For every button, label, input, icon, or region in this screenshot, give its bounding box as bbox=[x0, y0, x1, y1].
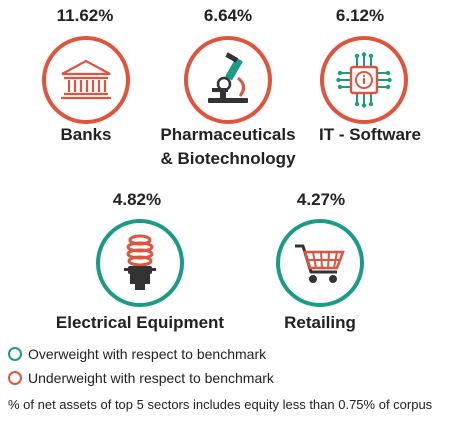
retailing-label: Retailing bbox=[284, 313, 356, 332]
microscope-icon bbox=[208, 52, 248, 103]
footnote: % of net assets of top 5 sectors include… bbox=[8, 397, 433, 412]
it-percent: 6.12% bbox=[335, 6, 385, 25]
pharma-label: Pharmaceuticals bbox=[160, 125, 296, 144]
underweight-ring-icon bbox=[8, 371, 22, 385]
chip-icon bbox=[336, 52, 392, 108]
legend-overweight-text: Overweight with respect to benchmark bbox=[28, 346, 267, 362]
shopping-cart-icon bbox=[295, 244, 345, 283]
electrical-label: Electrical Equipment bbox=[55, 313, 225, 332]
retailing-percent: 4.27% bbox=[296, 190, 346, 209]
retailing-circle bbox=[276, 219, 364, 307]
legend-overweight: Overweight with respect to benchmark bbox=[8, 346, 266, 362]
light-bulb-icon bbox=[124, 234, 156, 290]
pharma-percent: 6.64% bbox=[203, 6, 253, 25]
electrical-circle bbox=[96, 219, 184, 307]
overweight-ring-icon bbox=[8, 347, 22, 361]
legend-underweight: Underweight with respect to benchmark bbox=[8, 370, 274, 386]
electrical-percent: 4.82% bbox=[112, 190, 162, 209]
it-label: IT - Software bbox=[318, 125, 421, 144]
bank-icon bbox=[61, 59, 111, 100]
legend-underweight-text: Underweight with respect to benchmark bbox=[28, 370, 274, 386]
banks-circle bbox=[42, 36, 130, 124]
it-circle bbox=[320, 36, 408, 124]
pharma-circle bbox=[184, 36, 272, 124]
pharma-label-line2: & Biotechnology bbox=[160, 149, 296, 168]
banks-percent: 11.62% bbox=[56, 6, 114, 25]
banks-label: Banks bbox=[60, 125, 112, 144]
